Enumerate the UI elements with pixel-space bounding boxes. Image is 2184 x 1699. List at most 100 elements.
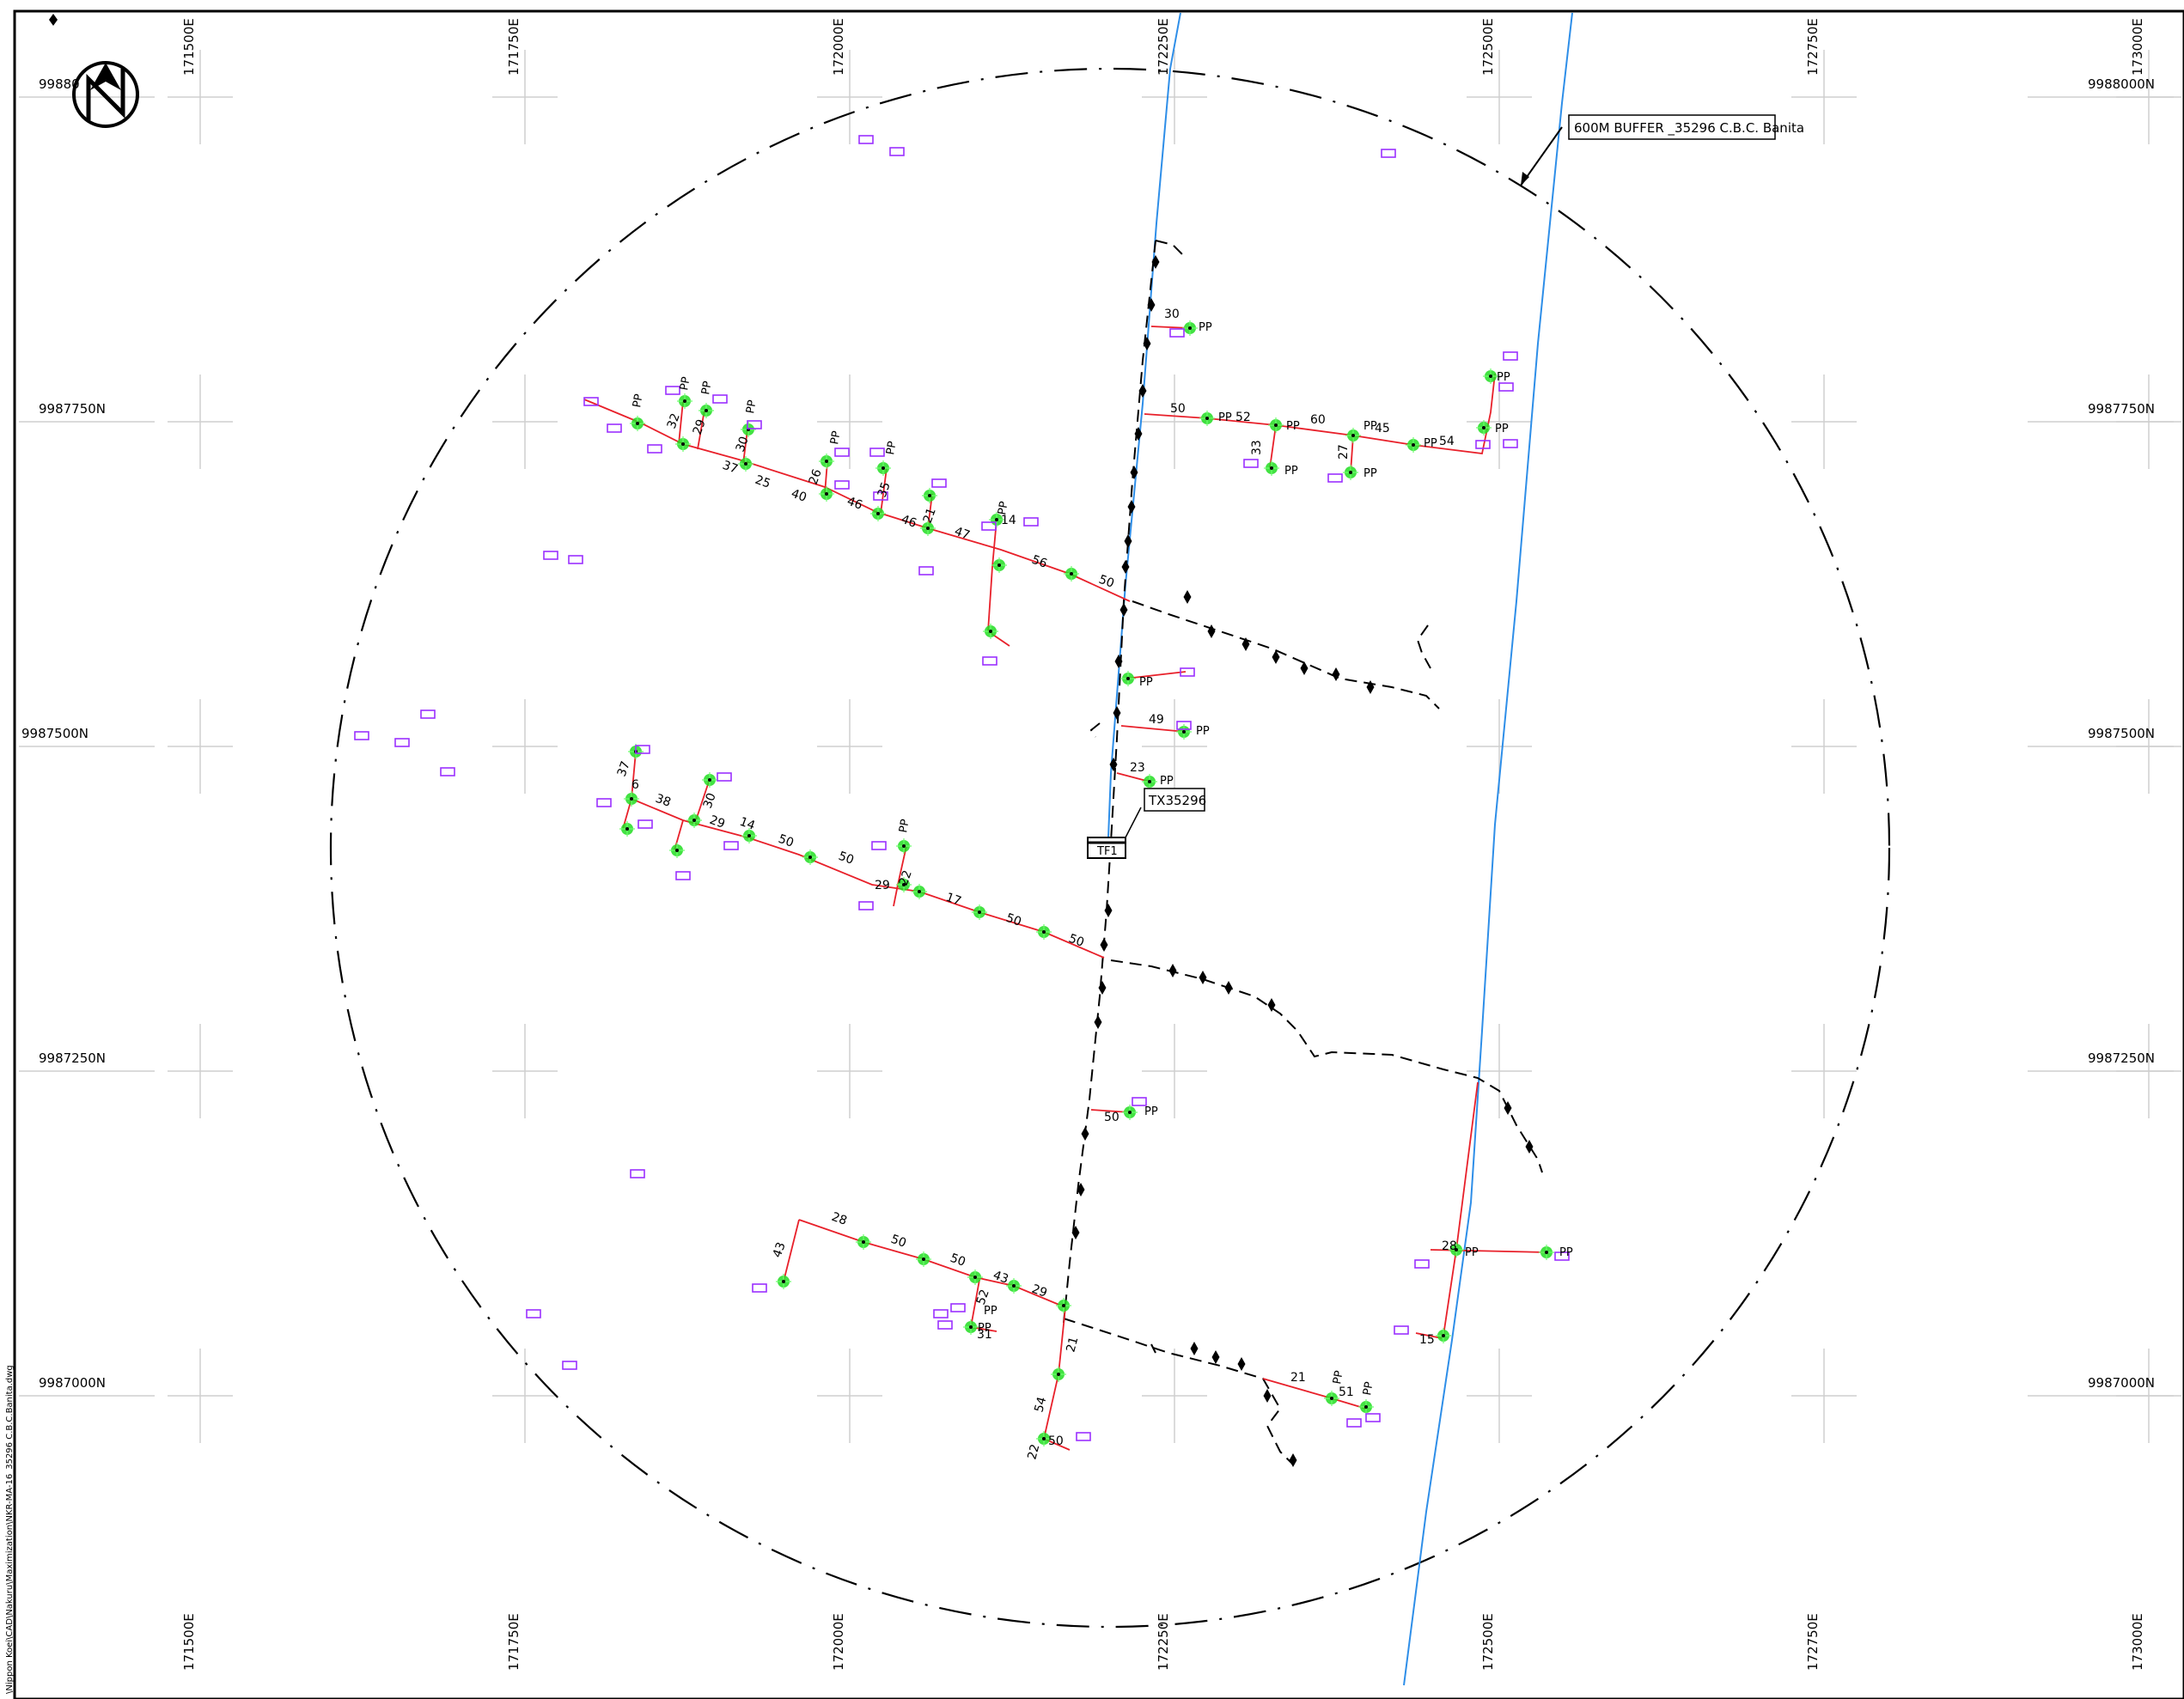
pole-icon — [636, 422, 639, 425]
building-outline — [665, 386, 680, 395]
north-letter: N — [98, 122, 99, 124]
pole-tag: PP — [996, 500, 1011, 515]
lv-lines — [583, 326, 1547, 1451]
building-outline — [354, 731, 369, 740]
span-label: 50 — [1048, 1434, 1064, 1448]
building-outline — [1414, 1259, 1430, 1269]
span-label: 50 — [889, 1233, 908, 1251]
pole-tag: PP — [1284, 465, 1298, 478]
pole-icon — [744, 462, 747, 466]
mv-diamond — [1211, 1350, 1220, 1364]
pole-icon — [782, 1280, 785, 1283]
mv-diamond — [1168, 964, 1177, 977]
pole-tag: PP — [1361, 1380, 1376, 1396]
easting-label: 172250E — [1156, 18, 1171, 76]
pole-icon — [1442, 1334, 1445, 1337]
northing-label: 9987000N — [39, 1375, 106, 1391]
mv-diamond — [1143, 337, 1151, 350]
pole-tag: PP — [1495, 423, 1509, 435]
span-label: 49 — [1149, 713, 1164, 727]
pole-icon — [675, 849, 679, 852]
pole-icon — [808, 856, 812, 859]
building-outline — [1503, 351, 1518, 361]
pole-tag: PP — [1559, 1246, 1573, 1259]
mv-diamond — [1151, 255, 1160, 269]
building-outline — [1169, 328, 1185, 338]
span-label: 29 — [708, 813, 727, 831]
span-label: 30 — [701, 791, 719, 810]
pole-tag: PP — [897, 818, 912, 833]
span-label: 29 — [1030, 1282, 1049, 1300]
span-label: 23 — [1130, 761, 1145, 775]
mv-diamond — [1224, 981, 1233, 995]
pole-icon — [1148, 780, 1151, 783]
building-outline — [440, 767, 455, 776]
building-outline — [562, 1361, 577, 1370]
building-outline — [747, 420, 762, 429]
frame-corner-marker — [49, 14, 58, 26]
pole-icon — [1349, 471, 1352, 474]
buildings — [354, 135, 1570, 1441]
pole-icon — [1070, 572, 1073, 575]
building-outline — [1475, 440, 1491, 449]
building-outline — [1498, 382, 1514, 392]
span-label: 43 — [991, 1269, 1010, 1287]
pole-icon — [1012, 1284, 1016, 1288]
mv-diamond — [1081, 1127, 1089, 1141]
mv-diamond — [1077, 1183, 1085, 1197]
easting-label: 172750E — [1805, 18, 1821, 76]
span-label: 35 — [875, 480, 894, 499]
pole-icon — [1412, 443, 1415, 447]
northing-label: 99880 — [39, 76, 80, 92]
river-line — [1107, 12, 1181, 838]
mv-diamond — [1267, 998, 1276, 1012]
building-outline — [752, 1283, 767, 1293]
span-label: 17 — [944, 891, 963, 909]
easting-label: 173000E — [2130, 18, 2145, 76]
easting-label: 172000E — [831, 18, 846, 76]
easting-label: 172250E — [1156, 1613, 1171, 1671]
buffer-callout: 600M BUFFER _35296 C.B.C. Banita — [1520, 114, 1804, 186]
drawing-frame — [13, 9, 2184, 1699]
span-label: 50 — [1170, 402, 1186, 416]
pole-tag: PP — [1424, 437, 1437, 450]
northing-labels-right: 9988000N 9987750N 9987500N 9987250N 9987… — [2088, 76, 2155, 1391]
mv-diamond — [1114, 655, 1123, 668]
easting-label: 172500E — [1480, 18, 1496, 76]
building-outline — [937, 1320, 953, 1330]
building-outline — [1132, 1097, 1147, 1106]
span-label: 33 — [1250, 440, 1264, 455]
building-outline — [635, 745, 650, 754]
span-label: 47 — [953, 525, 972, 543]
span-label: 54 — [1439, 435, 1455, 448]
pole-icon — [1330, 1397, 1333, 1400]
northing-labels-left: 99880 9987750N 9987500N 9987250N 9987000… — [21, 76, 106, 1391]
building-outline — [723, 841, 739, 850]
pole-tag: PP — [699, 380, 715, 395]
pole-icon — [882, 466, 885, 470]
easting-label: 172500E — [1480, 1613, 1496, 1671]
pole-icon — [876, 512, 880, 515]
easting-labels-bottom: 171500E 171750E 172000E 172250E 172500E … — [181, 1613, 2145, 1671]
building-outline — [607, 423, 622, 433]
easting-label: 171500E — [181, 18, 197, 76]
span-label: 37 — [721, 459, 740, 477]
northing-label: 9987500N — [21, 726, 88, 741]
span-label: 56 — [1030, 553, 1049, 571]
easting-labels-top: 171500E 171750E 172000E 172250E 172500E … — [181, 18, 2145, 76]
pole-icon — [1062, 1304, 1065, 1307]
mv-diamond — [1098, 981, 1107, 995]
building-outline — [1243, 459, 1259, 468]
northing-label: 9987750N — [39, 401, 106, 417]
span-label: 14 — [1001, 514, 1016, 527]
span-label: 15 — [1419, 1333, 1435, 1347]
mv-diamond — [1207, 624, 1216, 638]
span-label: 29 — [691, 417, 709, 436]
span-label: 52 — [974, 1288, 992, 1306]
easting-label: 172750E — [1805, 1613, 1821, 1671]
span-label: 22 — [897, 868, 915, 887]
span-label: 50 — [1097, 573, 1116, 591]
building-outline — [1023, 517, 1039, 527]
mv-diamond — [1263, 1389, 1272, 1403]
mv-diamond — [1504, 1101, 1512, 1115]
